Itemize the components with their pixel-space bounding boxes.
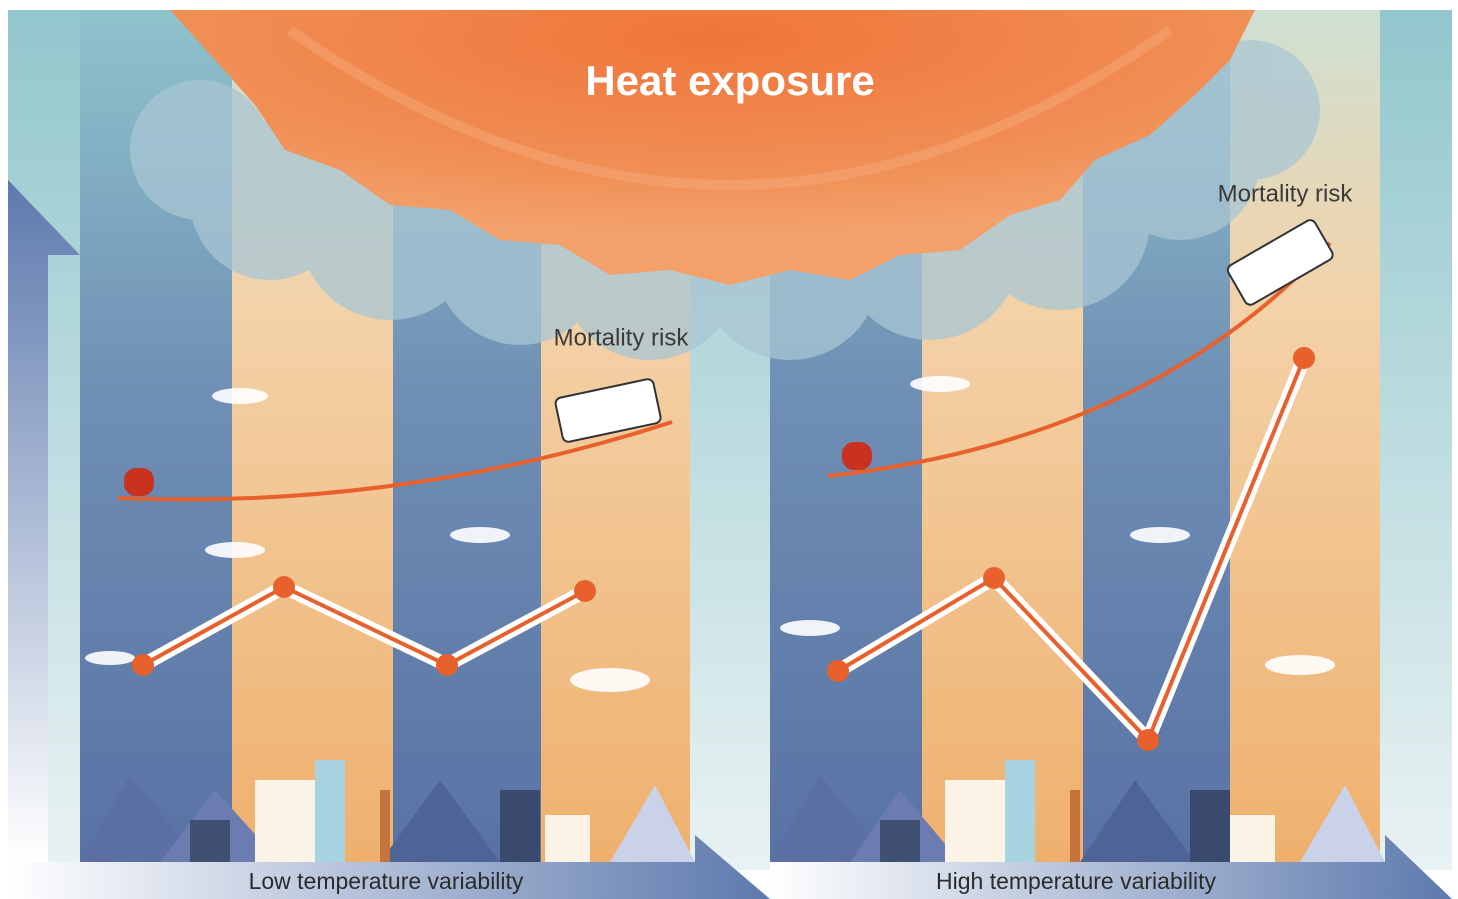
sun <box>170 10 1255 285</box>
sun-ring <box>287 25 1173 190</box>
landscape <box>80 760 1385 862</box>
right-chart <box>827 219 1334 751</box>
caption: Low temperature variability <box>249 868 524 894</box>
small-clouds <box>85 376 1335 692</box>
caption: High temperature variability <box>936 868 1216 894</box>
y-arrow <box>8 180 80 862</box>
risk-label: Mortality risk <box>554 324 690 351</box>
risk-label: Mortality risk <box>1218 180 1354 207</box>
left-chart <box>117 378 673 676</box>
x-arrow-left <box>8 835 770 899</box>
title: Heat exposure <box>585 57 874 104</box>
x-arrow-right <box>770 835 1452 899</box>
